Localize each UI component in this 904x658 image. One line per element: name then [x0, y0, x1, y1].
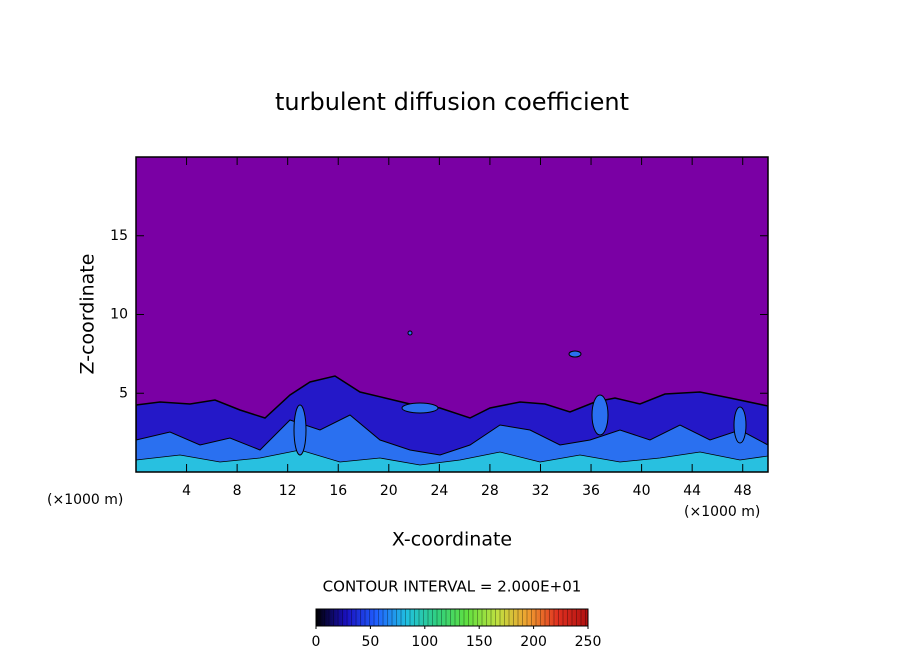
contour-cell — [407, 330, 413, 336]
colorbar-tick-label: 200 — [520, 634, 547, 650]
x-unit-label: (×1000 m) — [684, 504, 760, 520]
y-unit-label: (×1000 m) — [47, 492, 123, 508]
x-tick-label: 32 — [532, 483, 550, 499]
x-tick-label: 48 — [734, 483, 752, 499]
contour-cell — [591, 394, 609, 436]
x-tick-label: 44 — [683, 483, 701, 499]
y-axis-label: Z-coordinate — [77, 254, 99, 375]
colorbar-tick-label: 50 — [361, 634, 379, 650]
field — [136, 157, 768, 472]
x-axis-label: X-coordinate — [392, 529, 512, 551]
colorbar-tick-label: 100 — [411, 634, 438, 650]
x-tick-label: 40 — [633, 483, 651, 499]
contour-cell — [293, 404, 307, 456]
x-tick-label: 12 — [279, 483, 297, 499]
contour-cell — [568, 350, 582, 358]
y-tick-label: 15 — [110, 228, 128, 244]
colorbar-tick-label: 250 — [575, 634, 602, 650]
x-tick-label: 24 — [430, 483, 448, 499]
y-tick-label: 5 — [119, 385, 128, 401]
contour-interval: CONTOUR INTERVAL = 2.000E+01 — [323, 578, 582, 596]
x-tick-label: 8 — [233, 483, 242, 499]
contour-cell — [733, 406, 747, 444]
colorbar-tick-label: 0 — [312, 634, 321, 650]
colorbar-tick-label: 150 — [466, 634, 493, 650]
x-tick-label: 4 — [182, 483, 191, 499]
turbulent-surface — [136, 449, 768, 472]
x-tick-label: 36 — [582, 483, 600, 499]
x-tick-label: 16 — [329, 483, 347, 499]
chart-title: turbulent diffusion coefficient — [275, 88, 629, 116]
y-tick-label: 10 — [110, 307, 128, 323]
x-tick-label: 28 — [481, 483, 499, 499]
x-tick-label: 20 — [380, 483, 398, 499]
contour-cell — [401, 402, 439, 414]
colorbar — [315, 608, 589, 627]
